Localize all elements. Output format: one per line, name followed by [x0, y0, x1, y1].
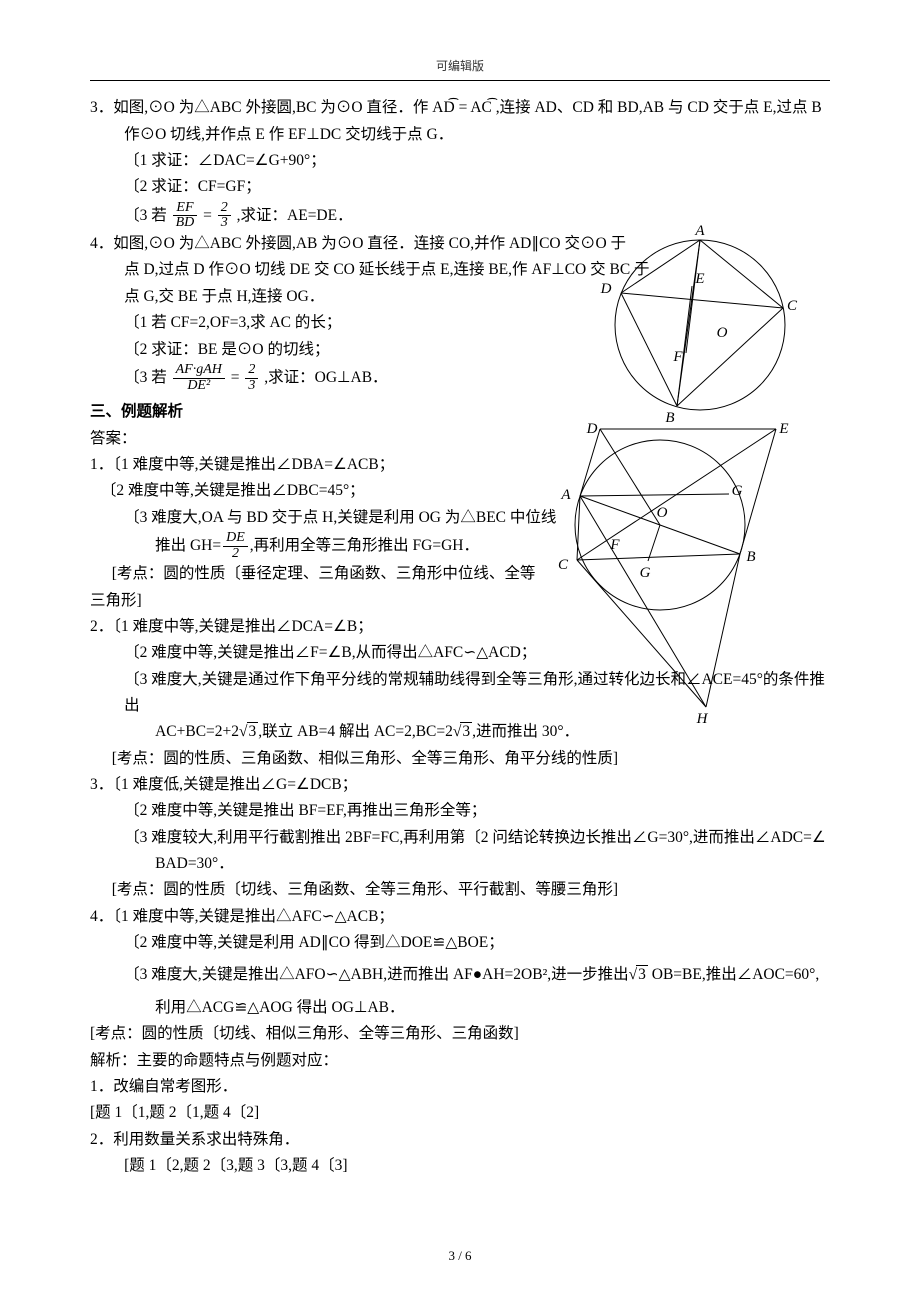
sqrt-icon: √3: [453, 719, 472, 745]
p3-stem: 3．如图,⊙O 为△ABC 外接圆,BC 为⊙O 直径．作 AD͡ = AC͡ …: [90, 95, 830, 121]
a3-l3b: BAD=30°．: [90, 851, 830, 877]
analysis-p1b: [题 1〔1,题 2〔1,题 4〔2]: [90, 1100, 830, 1126]
p4-q3-pre: 〔3 若: [124, 369, 167, 386]
a2-l3b: AC+BC=2+2√3,联立 AB=4 解出 AC=2,BC=2√3,进而推出 …: [90, 719, 830, 745]
a4-l2: 〔2 难度中等,关键是利用 AD∥CO 得到△DOE≌△BOE；: [90, 930, 830, 956]
p4-stem: 4．如图,⊙O 为△ABC 外接圆,AB 为⊙O 直径．连接 CO,并作 AD∥…: [90, 231, 830, 257]
a1-l3: 〔3 难度大,OA 与 BD 交于点 H,关键是利用 OG 为△BEC 中位线: [90, 505, 830, 531]
analysis-p2a: 2．利用数量关系求出特殊角．: [90, 1127, 830, 1153]
frac-den: BD: [173, 215, 198, 231]
a1-l1: 1．〔1 难度中等,关键是推出∠DBA=∠ACB；: [90, 452, 830, 478]
a4-note: [考点：圆的性质〔切线、相似三角形、全等三角形、三角函数]: [90, 1021, 830, 1047]
radicand: 3: [247, 722, 259, 740]
frac-num: AF·gAH: [173, 363, 225, 378]
frac-num: DE: [223, 531, 248, 546]
frac-den: 2: [223, 546, 248, 562]
a1-l3b: 推出 GH= DE 2 ,再利用全等三角形推出 FG=GH．: [90, 531, 830, 561]
a2-l2: 〔2 难度中等,关键是推出∠F=∠B,从而得出△AFC∽△ACD；: [90, 640, 830, 666]
p4-q1: 〔1 若 CF=2,OF=3,求 AC 的长；: [90, 310, 830, 336]
fraction-2-3b: 2 3: [245, 363, 258, 393]
p3-q3: 〔3 若 EF BD = 2 3 ,求证：AE=DE．: [90, 201, 830, 231]
a4-l3b: 利用△ACG≌△AOG 得出 OG⊥AB．: [90, 995, 830, 1021]
p4-q3: 〔3 若 AF·gAH DE² = 2 3 ,求证：OG⊥AB．: [90, 363, 830, 393]
a1-l3b-post: ,再利用全等三角形推出 FG=GH．: [250, 537, 479, 554]
a3-note: [考点：圆的性质〔切线、三角函数、全等三角形、平行截割、等腰三角形]: [90, 877, 830, 903]
page-header: 可编辑版: [90, 56, 830, 76]
a2-l1: 2．〔1 难度中等,关键是推出∠DCA=∠B；: [90, 614, 830, 640]
a2-l3: 〔3 难度大,关键是通过作下角平分线的常规辅助线得到全等三角形,通过转化边长和∠…: [90, 667, 830, 720]
p3-q1: 〔1 求证：∠DAC=∠G+90°；: [90, 148, 830, 174]
answers-label: 答案：: [90, 426, 830, 452]
a4-l3: 〔3 难度大,关键是推出△AFO∽△ABH,进而推出 AF●AH=2OB²,进一…: [90, 962, 830, 988]
a4-l3-post: OB=BE,推出∠AOC=60°,: [648, 966, 819, 983]
section3-head: 三、例题解析: [90, 399, 830, 425]
a3-l1: 3．〔1 难度低,关键是推出∠G=∠DCB；: [90, 772, 830, 798]
p4-q3-post: ,求证：OG⊥AB．: [264, 369, 387, 386]
a2-l3b-pre: AC+BC=2+2: [155, 723, 239, 740]
fraction-afah-de2: AF·gAH DE²: [173, 363, 225, 393]
frac-den: DE²: [173, 378, 225, 394]
radicand: 3: [460, 722, 472, 740]
analysis-head: 解析：主要的命题特点与例题对应：: [90, 1048, 830, 1074]
page: 可编辑版 ADCBOEF DEABCOFGGH 3．如图,⊙O 为△ABC 外接…: [0, 0, 920, 1303]
frac-num: EF: [173, 201, 198, 216]
p3-q2: 〔2 求证：CF=GF；: [90, 174, 830, 200]
p4-stem2: 点 D,过点 D 作⊙O 切线 DE 交 CO 延长线于点 E,连接 BE,作 …: [90, 257, 830, 283]
p4-q2: 〔2 求证：BE 是⊙O 的切线；: [90, 337, 830, 363]
frac-den: 3: [245, 378, 258, 394]
frac-den: 3: [218, 215, 231, 231]
fraction-de-2: DE 2: [223, 531, 248, 561]
radicand: 3: [636, 965, 648, 983]
a2-l3b-mid: ,联立 AB=4 解出 AC=2,BC=2: [258, 723, 453, 740]
text-body: 3．如图,⊙O 为△ABC 外接圆,BC 为⊙O 直径．作 AD͡ = AC͡ …: [90, 95, 830, 1179]
a1-note: [考点：圆的性质〔垂径定理、三角函数、三角形中位线、全等: [90, 561, 830, 587]
equals: =: [231, 369, 240, 386]
frac-num: 2: [218, 201, 231, 216]
header-title: 可编辑版: [436, 59, 484, 73]
a3-l2: 〔2 难度中等,关键是推出 BF=EF,再推出三角形全等；: [90, 798, 830, 824]
a4-l3-pre: 〔3 难度大,关键是推出△AFO∽△ABH,进而推出 AF●AH=2OB²,进一…: [124, 966, 629, 983]
sqrt-icon: √3: [629, 962, 648, 988]
page-number: 3 / 6: [448, 1248, 471, 1263]
p3-q3-pre: 〔3 若: [124, 207, 167, 224]
fraction-ef-bd: EF BD: [173, 201, 198, 231]
fraction-2-3: 2 3: [218, 201, 231, 231]
p4-stem3: 点 G,交 BE 于点 H,连接 OG．: [90, 284, 830, 310]
analysis-p1a: 1．改编自常考图形．: [90, 1074, 830, 1100]
a1-note2: 三角形]: [90, 588, 830, 614]
p3-q3-post: ,求证：AE=DE．: [237, 207, 353, 224]
content: ADCBOEF DEABCOFGGH 3．如图,⊙O 为△ABC 外接圆,BC …: [90, 95, 830, 1179]
frac-num: 2: [245, 363, 258, 378]
page-footer: 3 / 6: [0, 1245, 920, 1267]
a2-l3b-post: ,进而推出 30°．: [472, 723, 579, 740]
header-rule: [90, 80, 830, 81]
p3-stem2: 作⊙O 切线,并作点 E 作 EF⊥DC 交切线于点 G．: [90, 122, 830, 148]
analysis-p2b: [题 1〔2,题 2〔3,题 3〔3,题 4〔3]: [90, 1153, 830, 1179]
a3-l3: 〔3 难度较大,利用平行截割推出 2BF=FC,再利用第〔2 问结论转换边长推出…: [90, 825, 830, 851]
equals: =: [203, 207, 212, 224]
sqrt-icon: √3: [239, 719, 258, 745]
a2-note: [考点：圆的性质、三角函数、相似三角形、全等三角形、角平分线的性质]: [90, 746, 830, 772]
a4-l1: 4．〔1 难度中等,关键是推出△AFC∽△ACB；: [90, 904, 830, 930]
a1-l3b-pre: 推出 GH=: [155, 537, 221, 554]
a1-l2: 〔2 难度中等,关键是推出∠DBC=45°；: [90, 478, 830, 504]
